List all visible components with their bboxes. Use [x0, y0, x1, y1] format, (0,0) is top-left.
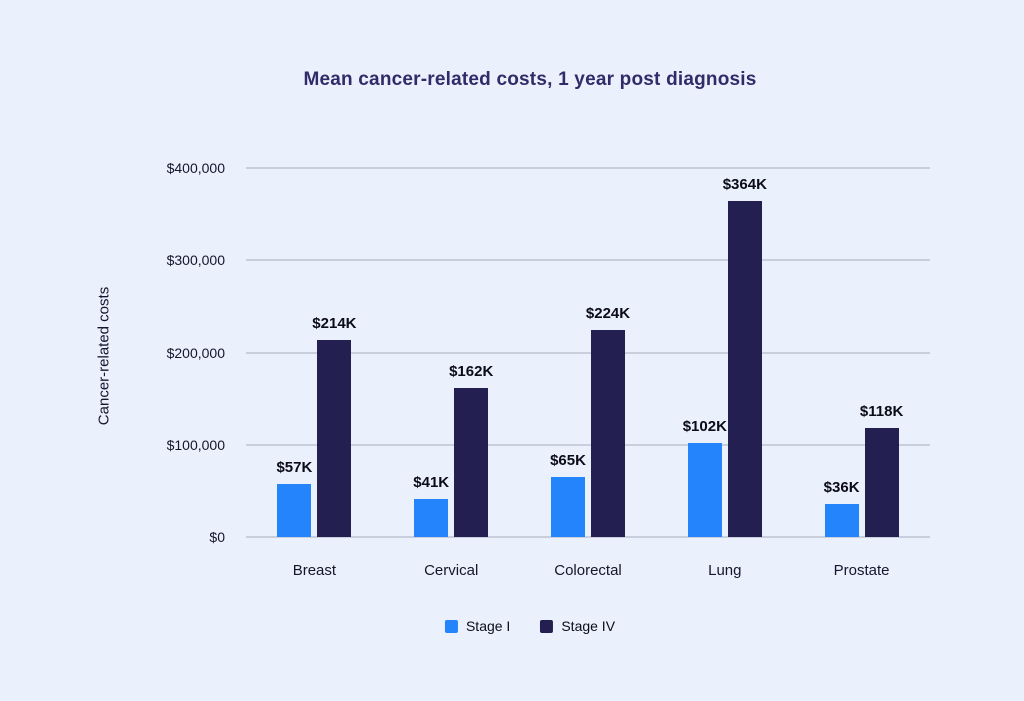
bar-value-stage-i-lung: $102K: [682, 417, 727, 435]
legend-swatch-stage-iv: [540, 619, 554, 633]
bar-value-stage-i-prostate: $36K: [823, 478, 860, 496]
x-axis-label-colorectal: Colorectal: [554, 562, 622, 579]
bar-value-stage-iv-breast: $214K: [312, 314, 357, 332]
y-axis-title: Cancer-related costs: [95, 286, 113, 426]
legend-item-stage-iv: Stage IV: [540, 618, 615, 634]
bar-stage-iv-breast: [317, 339, 352, 537]
bar-stage-iv-cervical: [454, 387, 489, 537]
bar-value-stage-iv-colorectal: $224K: [585, 305, 631, 323]
gridline-300000: [246, 259, 930, 262]
bar-value-stage-iv-prostate: $118K: [859, 403, 904, 421]
legend: Stage I Stage IV: [444, 618, 615, 634]
bar-value-stage-i-cervical: $41K: [413, 474, 450, 492]
y-tick-label-0: $0: [209, 529, 225, 545]
bar-stage-i-prostate: [824, 503, 859, 537]
bar-value-stage-i-breast: $57K: [276, 459, 313, 477]
gridline-200000: [246, 351, 930, 354]
bar-stage-iv-prostate: [864, 428, 899, 537]
x-axis-label-prostate: Prostate: [833, 562, 890, 579]
bar-stage-i-cervical: [414, 499, 449, 537]
bar-stage-iv-lung: [727, 201, 762, 537]
bar-stage-i-breast: [277, 484, 312, 537]
bar-value-stage-i-colorectal: $65K: [550, 452, 586, 470]
x-axis-label-lung: Lung: [708, 562, 742, 579]
y-tick-label-200000: $200,000: [166, 344, 225, 361]
legend-swatch-stage-i: [444, 619, 458, 633]
x-axis-label-cervical: Cervical: [424, 562, 479, 579]
bar-value-stage-iv-lung: $364K: [722, 176, 767, 194]
y-tick-label-400000: $400,000: [166, 160, 225, 176]
bar-stage-i-colorectal: [551, 477, 585, 537]
bar-stage-iv-colorectal: [591, 330, 625, 537]
gridline-0: [246, 536, 930, 538]
bar-value-stage-iv-cervical: $162K: [449, 362, 494, 380]
y-tick-label-300000: $300,000: [166, 252, 225, 269]
plot-area: $57K $214K $41K $162K $65K $224K $102K $364K $36…: [246, 167, 930, 538]
legend-label-stage-iv: Stage IV: [561, 618, 616, 634]
gridline-400000: [246, 167, 930, 169]
legend-item-stage-i: Stage I: [444, 618, 511, 634]
y-tick-label-100000: $100,000: [166, 436, 225, 453]
x-axis-label-breast: Breast: [292, 562, 337, 579]
bar-stage-i-lung: [687, 442, 722, 537]
legend-label-stage-i: Stage I: [465, 618, 511, 634]
chart-title: Mean cancer-related costs, 1 year post d…: [303, 69, 757, 90]
gridline-100000: [246, 443, 930, 446]
